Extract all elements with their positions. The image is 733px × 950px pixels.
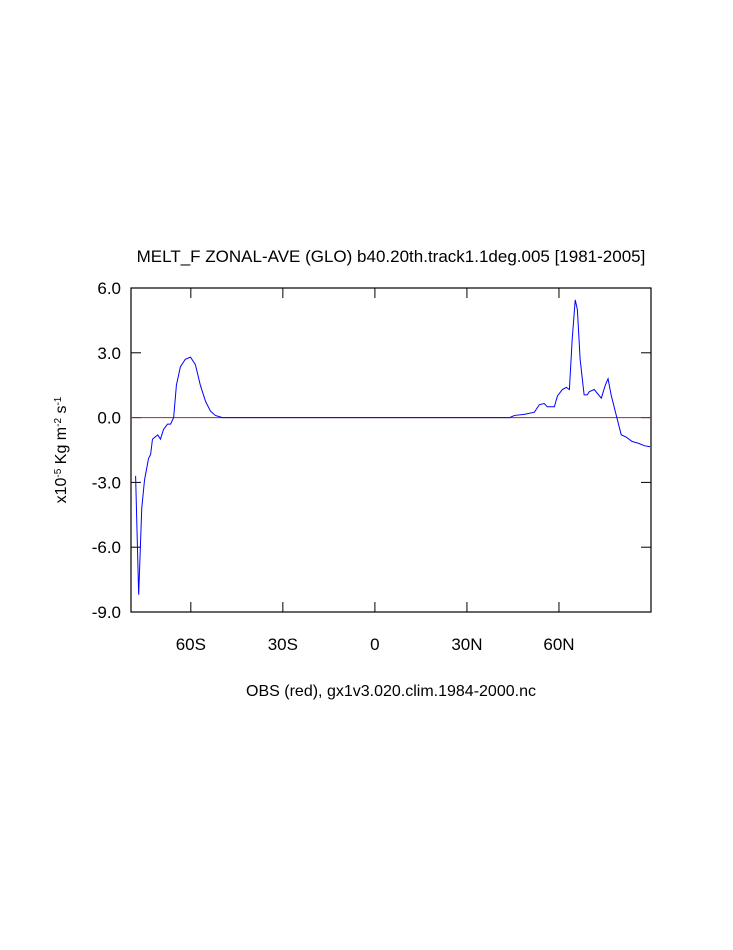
data-line <box>135 299 651 595</box>
y-axis-label-part: s <box>53 406 70 418</box>
y-tick-label: 0.0 <box>97 409 121 428</box>
x-tick-label: 30S <box>268 635 298 654</box>
y-axis-label-part: Kg m <box>53 427 70 469</box>
y-axis-label-part: -5 <box>53 468 64 477</box>
x-tick-label: 0 <box>370 635 379 654</box>
plot-frame <box>130 287 652 613</box>
x-tick-label: 60S <box>176 635 206 654</box>
y-tick-label: 6.0 <box>97 279 121 298</box>
x-tick-label: 60N <box>543 635 574 654</box>
y-tick-label: -3.0 <box>92 473 121 492</box>
y-axis-label-part: x10 <box>53 477 70 503</box>
y-axis-label: x10-5 Kg m-2 s-1 <box>53 396 71 503</box>
y-axis-label-part: -2 <box>53 418 64 427</box>
y-tick-label: -6.0 <box>92 538 121 557</box>
y-axis-label-part: -1 <box>53 396 64 405</box>
y-tick-label: -9.0 <box>92 603 121 622</box>
x-axis-label: OBS (red), gx1v3.020.clim.1984-2000.nc <box>246 683 536 700</box>
chart-title: MELT_F ZONAL-AVE (GLO) b40.20th.track1.1… <box>137 247 646 266</box>
x-tick-label: 30N <box>451 635 482 654</box>
y-tick-label: 3.0 <box>97 344 121 363</box>
